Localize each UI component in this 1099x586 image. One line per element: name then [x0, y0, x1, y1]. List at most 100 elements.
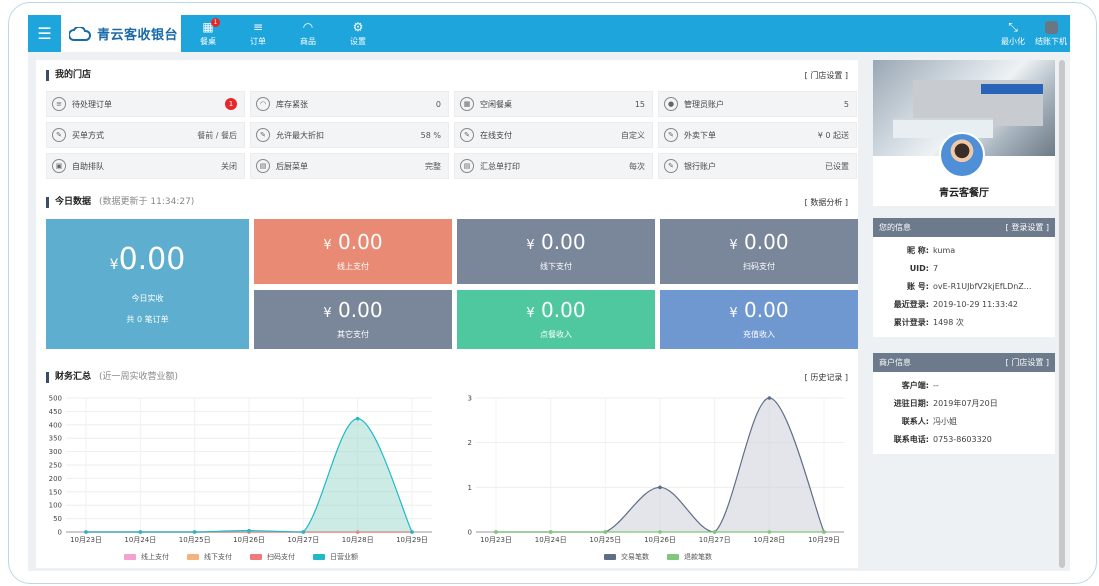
data-point[interactable]	[822, 530, 826, 534]
transactions-chart: 0 1 2 3 10月23日 10月24日 10月25日 10月26日 10月27日 10月28日…	[468, 395, 844, 544]
tile-amount: ¥ 0.00	[526, 231, 585, 257]
legend-swatch	[124, 554, 136, 560]
data-point[interactable]	[658, 530, 662, 534]
store-cell-label: 在线支付	[480, 130, 512, 140]
hamburger-icon: ☰	[37, 24, 52, 43]
data-point[interactable]	[192, 530, 197, 534]
y-tick-label: 500	[49, 395, 62, 403]
store-cell-value: 0	[435, 99, 441, 109]
store-cell[interactable]: ● 管理员账户 5	[658, 91, 857, 117]
store-cell-label: 允许最大折扣	[276, 130, 324, 140]
nav-label: 商品	[300, 36, 316, 46]
legend-item[interactable]: 线上支付	[124, 552, 169, 562]
store-cell[interactable]: ✎ 银行账户 已设置	[658, 153, 857, 179]
scrollbar[interactable]	[1059, 60, 1065, 568]
store-grid: ≡ 待处理订单 1 ◠ 库存紧张 0 ▦ 空闲餐桌 15 ● 管理员账户 5 ✎ 买单方式 餐前 …	[46, 91, 858, 179]
data-point[interactable]	[767, 396, 772, 400]
data-analysis-link[interactable]: [ 数据分析 ]	[804, 198, 848, 207]
y-tick-label: 200	[49, 475, 62, 483]
data-point[interactable]	[355, 530, 360, 534]
series-area	[86, 418, 412, 532]
y-tick-label: 2	[468, 439, 472, 447]
data-point[interactable]	[767, 530, 772, 534]
store-cell-label: 汇总单打印	[480, 161, 520, 171]
info-value: 冯小姐	[933, 416, 957, 426]
info-key: 联系人:	[901, 416, 929, 426]
minimize-icon: ⤡	[1008, 19, 1018, 34]
doc-icon: ▤	[256, 159, 270, 173]
legend-item[interactable]: 扫码支付	[250, 552, 295, 562]
store-title-text: 我的门店	[55, 70, 92, 80]
nav-products[interactable]: ◠ 商品	[283, 15, 333, 52]
store-cell[interactable]: ▣ 自助排队 关闭	[46, 153, 245, 179]
data-point[interactable]	[301, 530, 306, 534]
store-cell[interactable]: ▤ 后厨菜单 完整	[250, 153, 449, 179]
store-cell[interactable]: ▤ 汇总单打印 每次	[454, 153, 653, 179]
x-tick-label: 10月25日	[589, 536, 621, 544]
tile-label: 其它支付	[337, 330, 369, 339]
store-cell-label: 银行账户	[684, 161, 716, 171]
data-point[interactable]	[138, 530, 143, 534]
store-cell-label: 管理员账户	[684, 99, 724, 109]
today-orders-count: 共 0 笔订单	[126, 314, 169, 324]
info-row: 累计登录: 1498 次	[873, 313, 1055, 331]
currency-symbol: ¥	[526, 238, 535, 253]
data-point[interactable]	[355, 416, 360, 421]
data-point[interactable]	[603, 530, 608, 534]
store-cell[interactable]: ◠ 库存紧张 0	[250, 91, 449, 117]
merchant-settings-link[interactable]: [ 门店设置 ]	[1005, 358, 1049, 367]
avatar[interactable]	[939, 132, 985, 178]
x-tick-label: 10月23日	[70, 536, 102, 544]
data-point[interactable]	[494, 530, 498, 534]
store-cell[interactable]: ✎ 允许最大折扣 58 %	[250, 122, 449, 148]
legend-item[interactable]: 交易笔数	[604, 552, 649, 562]
data-point[interactable]	[548, 530, 553, 534]
store-cell[interactable]: ✎ 买单方式 餐前 / 餐后	[46, 122, 245, 148]
nav-label: 订单	[250, 36, 266, 46]
x-tick-label: 10月29日	[808, 536, 840, 544]
info-row: 联系电话: 0753-8603320	[873, 430, 1055, 448]
main-nav: ▦ 1 餐桌 ≡ 订单 ◠ 商品 ⚙ 设置	[183, 15, 383, 52]
nav-orders[interactable]: ≡ 订单	[233, 15, 283, 52]
currency-symbol: ¥	[323, 306, 332, 321]
store-cell[interactable]: ▦ 空闲餐桌 15	[454, 91, 653, 117]
legend-item[interactable]: 线下支付	[187, 552, 232, 562]
nav-tables[interactable]: ▦ 1 餐桌	[183, 15, 233, 52]
legend-item[interactable]: 日营业额	[313, 552, 358, 562]
legend-item[interactable]: 退款笔数	[667, 552, 712, 562]
currency-symbol: ¥	[729, 306, 738, 321]
data-point[interactable]	[247, 528, 251, 533]
tile-label: 点餐收入	[540, 330, 572, 339]
gear-icon: ⚙	[352, 19, 364, 34]
store-cell[interactable]: ≡ 待处理订单 1	[46, 91, 245, 117]
x-tick-label: 10月24日	[535, 536, 567, 544]
data-point[interactable]	[410, 530, 414, 534]
data-point[interactable]	[712, 530, 717, 534]
data-point[interactable]	[84, 530, 88, 534]
store-cell[interactable]: ✎ 外卖下单 ¥ 0 起送	[658, 122, 857, 148]
store-settings-link[interactable]: [ 门店设置 ]	[804, 71, 848, 80]
info-row: 进驻日期: 2019年07月20日	[873, 394, 1055, 412]
login-settings-link[interactable]: [ 登录设置 ]	[1005, 223, 1049, 232]
info-key: UID:	[909, 263, 929, 273]
finance-section-title: 财务汇总 (近一周实收营业额)	[46, 372, 178, 383]
info-value: --	[933, 380, 939, 390]
logout-button[interactable]: 结账下机	[1032, 15, 1070, 52]
app-window: ☰ 青云客收银台 ▦ 1 餐桌 ≡ 订单 ◠ 商品 ⚙ 设置	[28, 15, 1070, 571]
tile-amount: ¥ 0.00	[526, 299, 585, 325]
info-row: 账 号: ovE-R1UJbfV2kjEfLDnZ...	[873, 277, 1055, 295]
top-bar: ☰ 青云客收银台 ▦ 1 餐桌 ≡ 订单 ◠ 商品 ⚙ 设置	[28, 15, 1070, 52]
legend-label: 交易笔数	[621, 553, 649, 561]
finance-title-text: 财务汇总	[55, 372, 92, 382]
data-point[interactable]	[658, 485, 662, 490]
tile-label: 线下支付	[540, 262, 572, 271]
amount-value: 0.00	[118, 241, 186, 277]
info-key: 账 号:	[907, 281, 929, 291]
history-link[interactable]: [ 历史记录 ]	[804, 373, 848, 382]
legend-swatch	[187, 554, 199, 560]
minimize-button[interactable]: ⤡ 最小化	[994, 15, 1032, 52]
store-cell[interactable]: ✎ 在线支付 自定义	[454, 122, 653, 148]
series-line	[86, 418, 413, 533]
hamburger-menu-button[interactable]: ☰	[28, 15, 61, 52]
nav-settings[interactable]: ⚙ 设置	[333, 15, 383, 52]
